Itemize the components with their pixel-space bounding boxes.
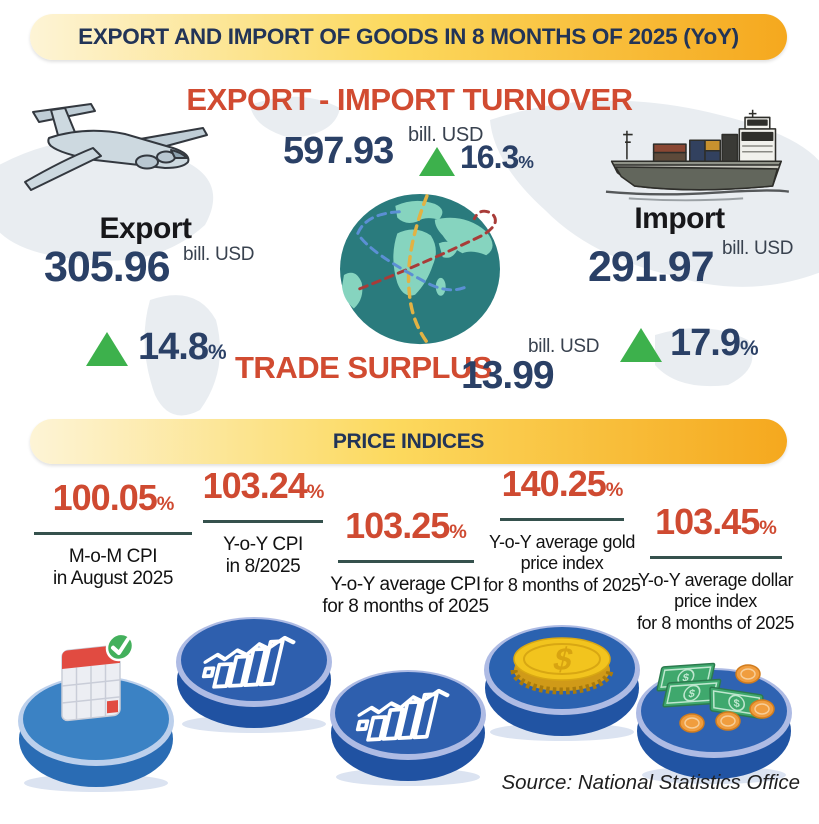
total-turnover-value: 597.93 — [283, 130, 394, 172]
index-label: Y-o-Y average gold price index for 8 month… — [483, 531, 641, 595]
export-value: 305.96 — [44, 243, 171, 291]
divider — [203, 520, 323, 523]
percent-sign: % — [306, 481, 325, 503]
surplus-unit: bill. USD — [528, 336, 600, 357]
percent-sign: % — [605, 479, 624, 501]
up-arrow-icon — [419, 147, 455, 176]
percent-sign: % — [449, 521, 467, 543]
index-col-yoy-cpi-month: 103.24% Y-o-Y CPI in 8/2025 — [178, 468, 348, 579]
index-col-mom-cpi: 100.05% M-o-M CPI in August 2025 — [18, 480, 208, 591]
up-arrow-icon — [86, 332, 128, 366]
turnover-section-title: EXPORT - IMPORT TURNOVER — [186, 82, 633, 117]
platform-gold: $ — [484, 625, 640, 741]
platform-cpi-chart — [176, 617, 332, 733]
index-value: 140.25% — [501, 463, 624, 504]
index-value: 103.45% — [655, 501, 777, 542]
index-value: 103.24% — [202, 465, 325, 506]
index-col-dollar: 103.45% Y-o-Y average dollar price index f… — [628, 504, 803, 634]
divider — [500, 518, 624, 521]
header-banner: EXPORT AND IMPORT OF GOODS IN 8 MONTHS O… — [30, 14, 787, 60]
index-label: Y-o-Y average CPI for 8 months of 2025 — [322, 573, 489, 618]
trade-surplus-label: TRADE SURPLUS — [235, 350, 493, 385]
percent-sign: % — [207, 341, 227, 364]
import-change: 17.9% — [670, 322, 759, 364]
total-turnover-change: 16.3% — [460, 139, 534, 175]
svg-text:$: $ — [681, 672, 691, 684]
cargo-plane-icon — [24, 103, 208, 191]
index-col-gold: 140.25% Y-o-Y average gold price index for… — [478, 466, 646, 596]
svg-text:$: $ — [733, 698, 739, 711]
price-indices-banner: PRICE INDICES — [30, 419, 787, 464]
divider — [649, 556, 782, 559]
page-title: EXPORT AND IMPORT OF GOODS IN 8 MONTHS O… — [78, 24, 739, 49]
import-unit: bill. USD — [722, 238, 794, 259]
index-col-yoy-avg-cpi: 103.25% Y-o-Y average CPI for 8 months of… — [318, 508, 493, 619]
percent-sign: % — [518, 152, 534, 172]
index-value: 100.05% — [52, 477, 175, 518]
divider — [337, 560, 474, 563]
globe-icon — [340, 193, 500, 345]
total-turnover-unit: bill. USD — [408, 124, 484, 146]
percent-sign: % — [739, 337, 759, 360]
export-unit: bill. USD — [183, 244, 255, 265]
export-label: Export — [99, 212, 192, 245]
divider — [34, 532, 192, 535]
percent-sign: % — [759, 517, 777, 539]
import-value: 291.97 — [588, 243, 715, 291]
platform-avg-cpi-chart — [330, 670, 486, 786]
import-label: Import — [634, 202, 725, 235]
index-label: Y-o-Y average dollar price index for 8 mon… — [636, 569, 795, 633]
platform-dollar: $ $ $ — [636, 662, 792, 784]
money-bills-icon: $ $ $ — [656, 662, 775, 733]
index-value: 103.25% — [345, 505, 467, 546]
up-arrow-icon — [620, 328, 662, 362]
percent-sign: % — [156, 493, 175, 515]
platform-calendar — [18, 635, 174, 792]
export-change: 14.8% — [138, 326, 227, 368]
coin-icon — [679, 664, 775, 733]
cargo-ship-icon — [605, 109, 790, 202]
gold-coin-icon: $ — [510, 637, 614, 695]
source-note: Source: National Statistics Office — [501, 771, 800, 794]
index-label: M-o-M CPI in August 2025 — [52, 545, 174, 590]
price-indices-title: PRICE INDICES — [332, 429, 485, 453]
index-label: Y-o-Y CPI in 8/2025 — [223, 533, 303, 578]
calendar-check-icon — [61, 635, 135, 722]
svg-text:$: $ — [687, 688, 697, 700]
trade-surplus-value: 13.99 — [461, 354, 555, 397]
